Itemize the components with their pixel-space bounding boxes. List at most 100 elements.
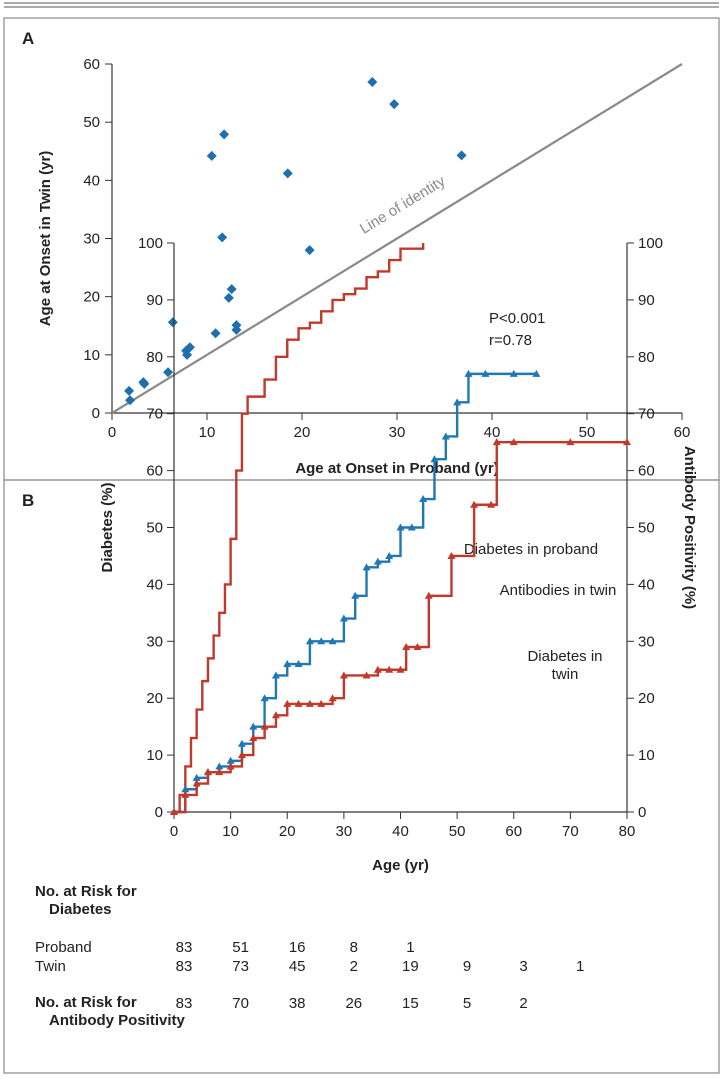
point: [138, 377, 149, 388]
marker: [215, 762, 224, 770]
x-tick-label: 0: [170, 823, 178, 840]
marker: [317, 699, 326, 707]
x-tick-label: 0: [108, 424, 116, 441]
marker: [453, 398, 462, 406]
y-tick-label: 30: [146, 633, 163, 650]
y-tick-label: 0: [155, 804, 163, 821]
marker: [419, 495, 428, 503]
table-header-box: No. at Risk for Diabetes: [35, 883, 137, 918]
y2-tick-label: 20: [638, 690, 655, 707]
series-label-box: Antibodies in twin: [499, 582, 617, 599]
series-label-box: Diabetes in proband: [463, 541, 599, 558]
series-label-box: Diabetes in twin: [527, 648, 603, 683]
point: [223, 292, 234, 303]
marker: [226, 762, 235, 770]
series-line: [174, 372, 537, 814]
x-tick-label: 30: [336, 823, 353, 840]
marker: [192, 779, 201, 787]
y-tick-label: 50: [146, 520, 163, 537]
y-tick-label: 60: [83, 56, 100, 73]
marker: [430, 455, 439, 463]
panel-frame: [3, 17, 720, 481]
x-tick-label: 50: [449, 823, 466, 840]
marker: [407, 523, 416, 531]
marker: [339, 671, 348, 679]
risk-count: 2: [519, 995, 527, 1012]
marker: [396, 665, 405, 673]
point: [231, 320, 242, 331]
y2-tick-label: 90: [638, 292, 655, 309]
marker: [373, 557, 382, 565]
point: [163, 367, 174, 378]
risk-count: 83: [176, 939, 193, 956]
series-label: Diabetes in twin: [527, 648, 603, 683]
marker: [249, 734, 258, 742]
x-tick-label: 80: [619, 823, 636, 840]
y-tick-label: 50: [83, 114, 100, 131]
marker: [328, 694, 337, 702]
marker: [447, 551, 456, 559]
point: [217, 232, 228, 243]
y-tick-label: 90: [146, 292, 163, 309]
series-label: Antibodies in twin: [499, 582, 617, 599]
y-tick-label: 60: [146, 463, 163, 480]
risk-count: 70: [232, 995, 249, 1012]
y-tick-label: 100: [138, 235, 163, 252]
x-axis-title: Age at Onset in Proband (yr): [295, 460, 498, 477]
x-tick-label: 10: [222, 823, 239, 840]
point: [456, 150, 467, 161]
y-tick-label: 20: [146, 690, 163, 707]
y-tick-label: 80: [146, 349, 163, 366]
y2-tick-label: 100: [638, 235, 663, 252]
y2-tick-label: 50: [638, 520, 655, 537]
marker: [566, 438, 575, 446]
marker: [396, 523, 405, 531]
point: [125, 395, 136, 406]
series-label: Diabetes in proband: [463, 541, 599, 558]
risk-count: 2: [350, 958, 358, 975]
x-tick-label: 50: [579, 424, 596, 441]
annotation: r=0.78: [489, 332, 532, 349]
marker: [271, 671, 280, 679]
marker: [424, 591, 433, 599]
risk-count: 45: [289, 958, 306, 975]
risk-count: 83: [176, 995, 193, 1012]
marker: [305, 699, 314, 707]
marker: [362, 563, 371, 571]
marker: [283, 660, 292, 668]
marker: [192, 773, 201, 781]
y-tick-label: 10: [146, 747, 163, 764]
panel-label: B: [22, 491, 34, 510]
identity-label: Line of identity: [357, 172, 449, 237]
marker: [317, 637, 326, 645]
point: [226, 284, 237, 295]
panel-frame: [3, 479, 720, 1074]
table-header: No. at Risk for Antibody Positivity: [35, 994, 185, 1029]
row-label: Twin: [35, 958, 66, 975]
risk-count: 8: [350, 939, 358, 956]
identity-line: [111, 63, 683, 414]
marker: [402, 642, 411, 650]
risk-count: 16: [289, 939, 306, 956]
point: [367, 77, 378, 88]
marker: [181, 785, 190, 793]
x-tick-label: 60: [674, 424, 691, 441]
point: [210, 328, 221, 339]
risk-count: 1: [406, 939, 414, 956]
y-tick-label: 30: [83, 231, 100, 248]
risk-count: 9: [463, 958, 471, 975]
marker: [351, 591, 360, 599]
marker: [271, 711, 280, 719]
marker: [373, 665, 382, 673]
marker: [481, 369, 490, 377]
marker: [226, 756, 235, 764]
y-tick-label: 70: [146, 406, 163, 423]
y-axis-title: Diabetes (%): [99, 482, 116, 572]
risk-count: 51: [232, 939, 249, 956]
marker: [215, 768, 224, 776]
marker: [492, 438, 501, 446]
risk-count: 5: [463, 995, 471, 1012]
marker: [203, 768, 212, 776]
point: [184, 342, 195, 353]
y-tick-label: 0: [92, 405, 100, 422]
